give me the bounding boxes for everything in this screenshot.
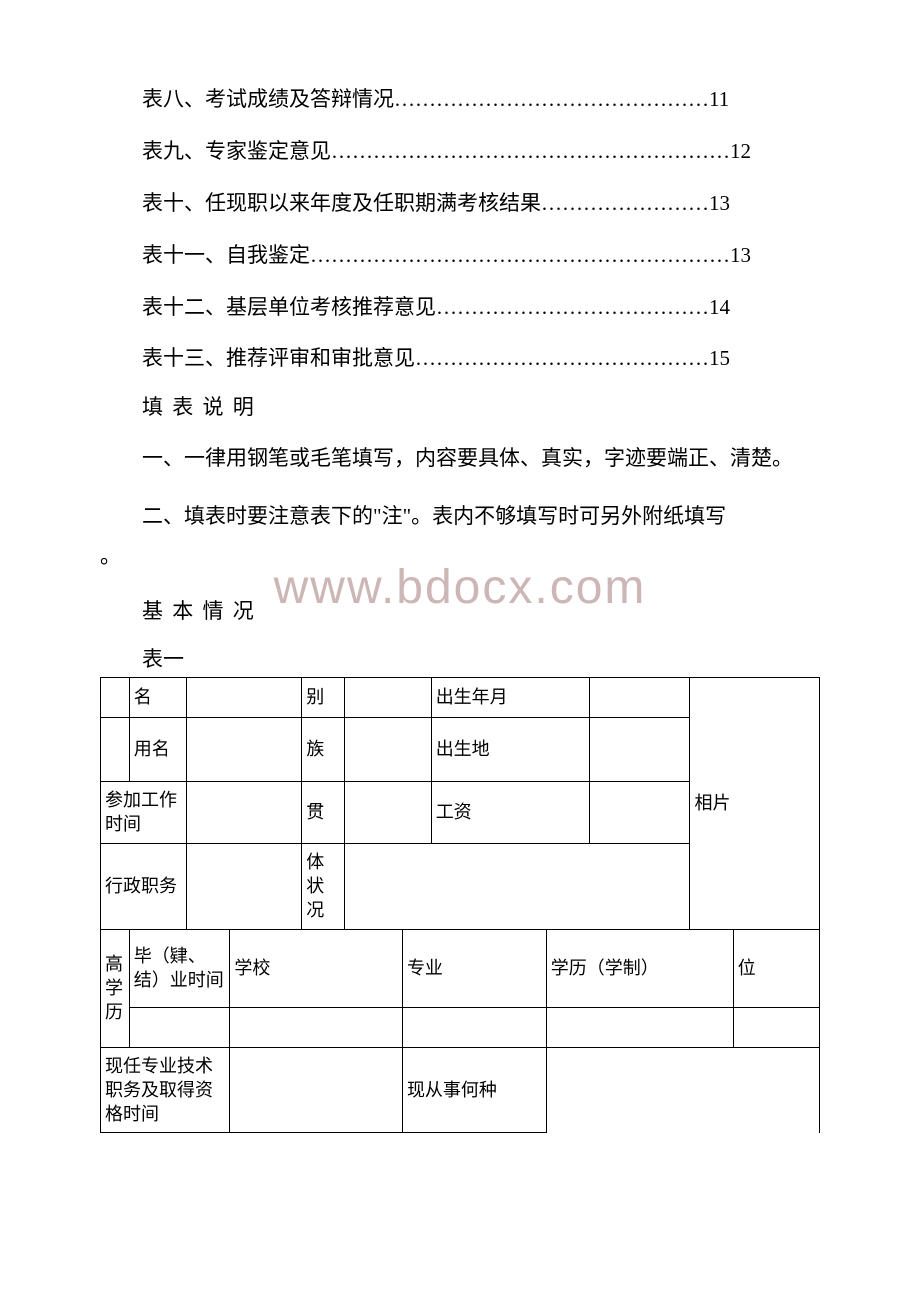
value-admin-post (187, 843, 302, 929)
value-origin (345, 782, 431, 844)
value-pos (733, 1007, 819, 1047)
value-health (345, 843, 690, 929)
label-grad-time: 毕（肄、结）业时间 (129, 929, 230, 1007)
label-current-work: 现从事何种 (402, 1047, 546, 1133)
label-major: 专业 (402, 929, 546, 1007)
label-wage: 工资 (431, 782, 589, 844)
instruction-1-text: 一、一律用钢笔或毛笔填写，内容要具体、真实，字迹要端正、清楚。 (100, 439, 820, 479)
value-wage (589, 782, 690, 844)
label-used-name: 用名 (129, 718, 187, 782)
label-school: 学校 (230, 929, 403, 1007)
toc-line-8: 表八、考试成绩及答辩情况………………………………………11 (100, 80, 820, 120)
label-sex: 别 (302, 678, 345, 718)
value-birth (589, 678, 690, 718)
section-basic-info: 基 本 情 况 (100, 595, 820, 625)
label-edu: 高学历 (101, 929, 130, 1047)
value-current-work (546, 1047, 819, 1133)
value-used-name (187, 718, 302, 782)
toc-line-13: 表十三、推荐评审和审批意见……………………………………15 (100, 339, 820, 379)
value-major (402, 1007, 546, 1047)
value-birthplace (589, 718, 690, 782)
label-nation: 族 (302, 718, 345, 782)
instruction-2b: 。 (100, 544, 121, 568)
label-admin-post: 行政职务 (101, 843, 187, 929)
label-pos: 位 (733, 929, 819, 1007)
instruction-2a: 二、填表时要注意表下的"注"。表内不够填写时可另外附纸填写 (100, 497, 820, 537)
label-health: 体状况 (302, 843, 345, 929)
toc-line-9: 表九、专家鉴定意见…………………………………………………12 (100, 132, 820, 172)
toc-line-12: 表十二、基层单位考核推荐意见…………………………………14 (100, 288, 820, 328)
label-birthplace: 出生地 (431, 718, 589, 782)
cell-blank (101, 718, 130, 782)
value-school (230, 1007, 403, 1047)
label-origin: 贯 (302, 782, 345, 844)
label-photo: 相片 (690, 678, 820, 929)
instruction-1: 一、一律用钢笔或毛笔填写，内容要具体、真实，字迹要端正、清楚。 (100, 439, 820, 479)
label-degree: 学历（学制） (546, 929, 733, 1007)
table-one-label: 表一 (100, 643, 820, 673)
value-grad-time (129, 1007, 230, 1047)
label-current-post: 现任专业技术职务及取得资格时间 (101, 1047, 230, 1133)
basic-info-table: 名 别 出生年月 相片 用名 族 出生地 参加工作时间 贯 工资 行政职务 体状… (100, 677, 820, 1133)
section-fill-instructions: 填 表 说 明 (100, 391, 820, 421)
value-nation (345, 718, 431, 782)
label-join-work: 参加工作时间 (101, 782, 187, 844)
instruction-2: 二、填表时要注意表下的"注"。表内不够填写时可另外附纸填写 。 (100, 497, 820, 577)
value-current-post (230, 1047, 403, 1133)
toc-line-10: 表十、任现职以来年度及任职期满考核结果……………………13 (100, 184, 820, 224)
value-sex (345, 678, 431, 718)
value-degree (546, 1007, 733, 1047)
value-join-work (187, 782, 302, 844)
toc-line-11: 表十一、自我鉴定……………………………………………………13 (100, 236, 820, 276)
cell-blank (101, 678, 130, 718)
label-birth: 出生年月 (431, 678, 589, 718)
value-name (187, 678, 302, 718)
label-name: 名 (129, 678, 187, 718)
